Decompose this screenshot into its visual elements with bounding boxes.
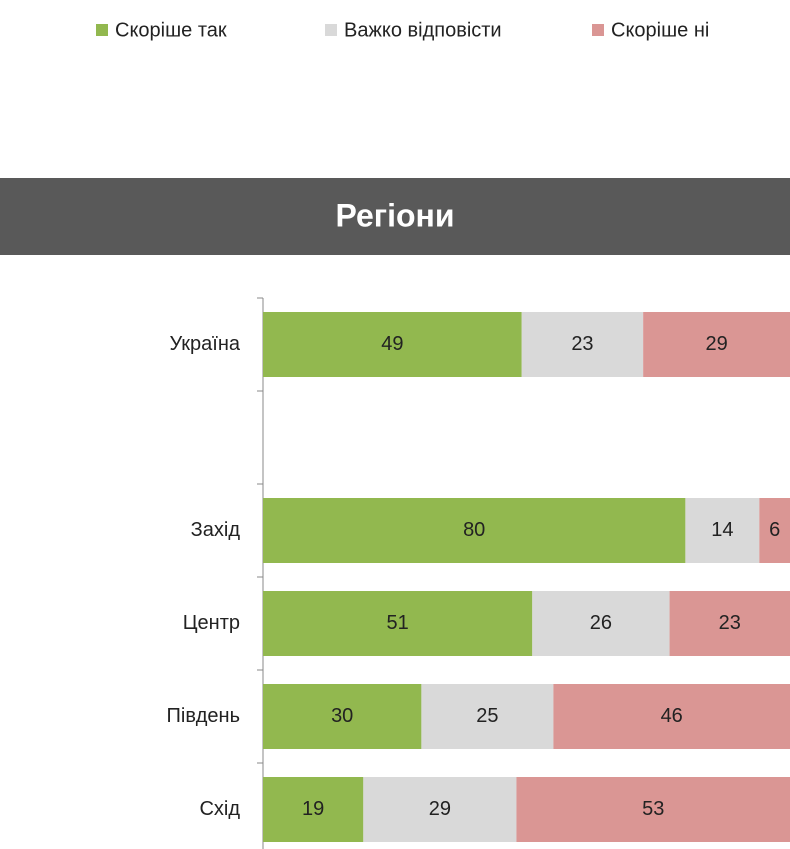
legend-swatch <box>96 24 108 36</box>
bar-segment <box>553 684 790 749</box>
bar-segment <box>521 312 644 377</box>
value-label: 23 <box>571 333 593 355</box>
value-label: 29 <box>429 798 451 820</box>
value-label: 49 <box>381 333 403 355</box>
bar-segment <box>263 777 364 842</box>
value-label: 6 <box>769 519 780 541</box>
value-label: 80 <box>463 519 485 541</box>
legend-label: Скоріше так <box>115 19 227 41</box>
bar-segment <box>643 312 790 377</box>
bar-segment <box>421 684 554 749</box>
bar-segment <box>263 312 522 377</box>
bar-segment <box>685 498 760 563</box>
bar-segment <box>759 498 790 563</box>
value-label: 14 <box>711 519 733 541</box>
value-label: 53 <box>642 798 664 820</box>
legend-label: Скоріше ні <box>611 19 709 41</box>
bar-segment <box>263 591 533 656</box>
value-label: 23 <box>719 612 741 634</box>
value-label: 51 <box>387 612 409 634</box>
title-banner <box>0 178 790 255</box>
bar-segment <box>516 777 790 842</box>
value-label: 19 <box>302 798 324 820</box>
category-label: Південь <box>167 705 240 727</box>
value-label: 25 <box>476 705 498 727</box>
bar-segment <box>363 777 517 842</box>
legend-swatch <box>592 24 604 36</box>
chart-title: Регіони <box>335 197 454 233</box>
value-label: 30 <box>331 705 353 727</box>
category-label: Центр <box>183 612 240 634</box>
legend-label: Важко відповісти <box>344 19 502 41</box>
category-label: Схід <box>199 798 240 820</box>
bar-segment <box>263 684 422 749</box>
category-label: Захід <box>191 519 241 541</box>
legend-swatch <box>325 24 337 36</box>
category-label: Україна <box>169 333 240 355</box>
value-label: 26 <box>590 612 612 634</box>
bar-segment <box>263 498 686 563</box>
value-label: 46 <box>661 705 683 727</box>
value-label: 29 <box>705 333 727 355</box>
bar-segment <box>669 591 790 656</box>
bar-segment <box>532 591 670 656</box>
